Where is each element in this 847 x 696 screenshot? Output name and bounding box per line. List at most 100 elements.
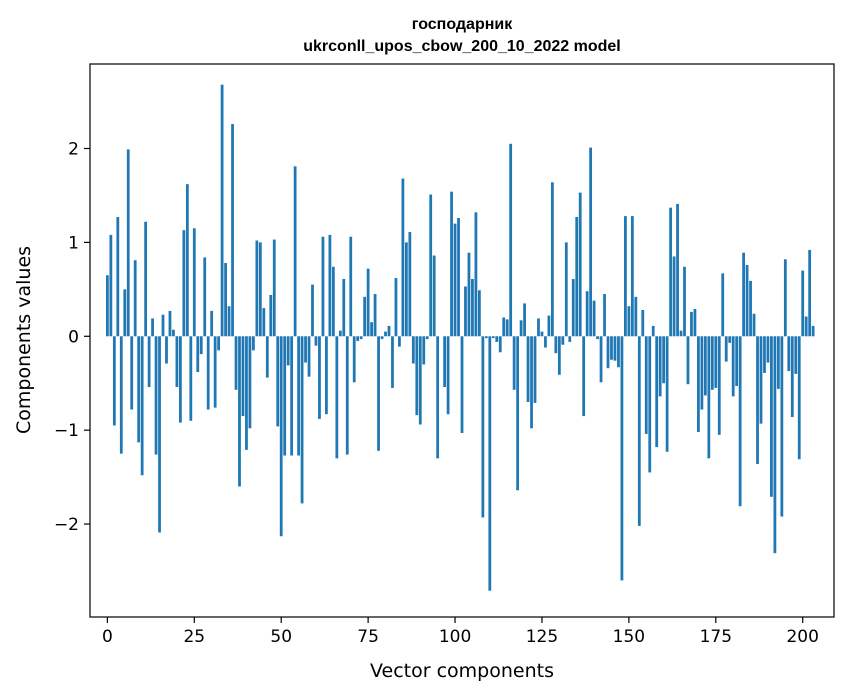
bar-77	[373, 294, 377, 337]
bar-37	[234, 336, 238, 390]
bar-202	[808, 249, 812, 337]
bar-11	[144, 221, 148, 337]
bar-55	[297, 336, 300, 456]
bar-93	[429, 194, 433, 337]
bar-203	[811, 325, 815, 337]
bar-138	[585, 291, 589, 337]
bar-167	[686, 336, 690, 385]
bar-82	[391, 336, 394, 388]
bar-28	[203, 257, 207, 337]
bar-104	[467, 252, 471, 337]
bar-188	[759, 336, 763, 424]
bar-80	[384, 331, 387, 337]
bar-159	[658, 336, 662, 397]
y-axis: −2 −1 0 1 2	[54, 139, 90, 535]
bar-184	[745, 264, 749, 337]
bar-128	[551, 182, 554, 337]
bar-57	[304, 336, 307, 363]
bar-0	[105, 275, 109, 337]
bar-129	[554, 336, 558, 354]
bar-36	[231, 124, 234, 337]
bar-170	[697, 336, 700, 433]
y-tick-label--1: −1	[54, 421, 79, 441]
bar-65	[331, 266, 335, 337]
bar-49	[276, 336, 280, 427]
x-tick-label-175: 175	[700, 627, 732, 647]
bar-163	[672, 256, 676, 337]
bar-100	[453, 223, 457, 337]
bar-122	[530, 336, 533, 429]
bar-10	[140, 336, 144, 476]
bar-147	[617, 336, 620, 368]
bar-7	[130, 336, 134, 410]
bar-94	[432, 255, 436, 337]
y-tick-label--2: −2	[54, 515, 79, 535]
bar-123	[533, 336, 537, 403]
bar-2	[112, 336, 116, 426]
y-axis-label: Components values	[13, 246, 35, 434]
bar-45	[262, 308, 266, 337]
bar-182	[738, 336, 742, 507]
bar-83	[394, 278, 398, 337]
bar-60	[314, 336, 318, 346]
bar-120	[523, 303, 526, 337]
bar-155	[644, 336, 648, 434]
bar-63	[325, 336, 328, 415]
bar-52	[286, 336, 290, 366]
bar-6	[126, 149, 130, 337]
bar-73	[359, 336, 363, 340]
bar-103	[464, 286, 467, 337]
bar-85	[401, 178, 405, 337]
bar-51	[283, 336, 287, 456]
bar-132	[564, 242, 568, 337]
bar-133	[568, 336, 572, 342]
x-tick-label-125: 125	[526, 627, 558, 647]
bar-156	[648, 336, 652, 473]
bar-86	[404, 242, 408, 337]
bar-79	[380, 336, 384, 340]
x-tick-label-75: 75	[357, 627, 379, 647]
bar-187	[756, 336, 759, 464]
bar-146	[613, 336, 617, 361]
bar-180	[731, 336, 735, 397]
bar-134	[571, 279, 575, 337]
bar-149	[624, 216, 627, 337]
bar-108	[481, 336, 485, 518]
bar-127	[547, 315, 551, 337]
plot-frame	[89, 63, 835, 618]
bar-197	[790, 336, 794, 418]
chart-title-line2: ukrconll_upos_cbow_200_10_2022 model	[303, 38, 620, 55]
bar-66	[335, 336, 339, 459]
bar-115	[505, 319, 509, 337]
bar-160	[662, 336, 666, 384]
bar-3	[116, 217, 120, 337]
bar-110	[488, 336, 492, 591]
bar-148	[620, 336, 624, 581]
bar-136	[578, 192, 582, 337]
bar-20	[175, 336, 179, 387]
bar-67	[338, 330, 342, 337]
bar-193	[776, 336, 780, 389]
bar-186	[752, 313, 756, 337]
bar-143	[603, 294, 606, 337]
bar-29	[206, 336, 210, 410]
bar-68	[342, 279, 346, 337]
bar-131	[561, 336, 565, 345]
bar-46	[265, 336, 269, 378]
bar-21	[179, 336, 182, 423]
bar-12	[147, 336, 151, 387]
y-tick-label-1: 1	[68, 233, 79, 253]
bar-13	[151, 318, 154, 337]
bar-76	[370, 322, 373, 337]
x-tick-label-50: 50	[270, 627, 292, 647]
bar-19	[172, 329, 175, 337]
bar-171	[700, 336, 704, 410]
bar-151	[630, 216, 634, 337]
bar-53	[290, 336, 294, 456]
bar-126	[544, 336, 547, 348]
bar-74	[363, 296, 367, 337]
bar-33	[220, 84, 224, 337]
bar-199	[797, 336, 801, 460]
bar-17	[165, 336, 168, 364]
bar-144	[606, 336, 610, 369]
